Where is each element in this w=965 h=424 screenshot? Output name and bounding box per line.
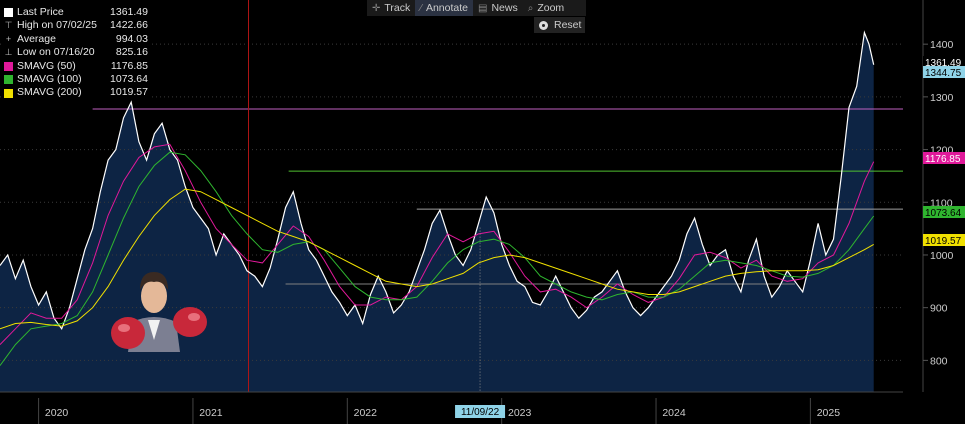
price-tag-1 [923, 66, 965, 78]
x-tick-label-4: 2024 [662, 407, 686, 419]
y-tick-label-2: 1000 [930, 250, 954, 262]
crosshair-icon: ✛ [372, 2, 381, 14]
last-price-swatch [4, 8, 13, 18]
reset-button[interactable]: Reset [534, 17, 585, 33]
x-tick-label-5: 2025 [817, 407, 841, 419]
legend-value: 1019.57 [110, 86, 148, 99]
boxer-sticker-image [111, 272, 207, 352]
y-tick-label-0: 800 [930, 355, 948, 367]
legend-row-average: + Average 994.03 [2, 33, 150, 46]
series-line-1 [0, 143, 875, 345]
news-label: News [491, 2, 518, 14]
price-tag-label-3: 1073.64 [925, 208, 962, 219]
pencil-icon: ⁄ [420, 2, 422, 14]
x-tick-label-3: 2023 [508, 407, 532, 419]
price-tag-label-2: 1176.85 [925, 154, 961, 165]
legend-label: Last Price [17, 6, 64, 18]
legend-value: 994.03 [115, 32, 148, 45]
legend-row-smavg-200: SMAVG (200) 1019.57 [2, 86, 150, 99]
legend-value: 1422.66 [110, 19, 148, 32]
chart-legend: Last Price 1361.49 ⊤ High on 07/02/25 14… [2, 6, 150, 100]
legend-label: SMAVG (100) [17, 73, 82, 86]
legend-value: 1176.85 [110, 59, 148, 72]
legend-value: 1361.49 [110, 6, 148, 18]
news-button[interactable]: ▤ News [473, 0, 523, 16]
legend-row-low: ⊥ Low on 07/16/20 825.16 [2, 46, 150, 59]
legend-label: Average [17, 32, 56, 45]
legend-value: 1073.64 [110, 73, 148, 86]
chart-toolbar: ✛ Track ⁄ Annotate ▤ News ⌕ Zoom [367, 0, 586, 16]
legend-row-smavg-100: SMAVG (100) 1073.64 [2, 73, 150, 86]
legend-label: SMAVG (50) [17, 59, 76, 72]
high-marker-icon: ⊤ [4, 20, 13, 31]
x-tick-label-0: 2020 [45, 407, 69, 419]
price-tag-3 [923, 206, 965, 218]
legend-label: Low on 07/16/20 [17, 46, 95, 59]
y-tick-label-1: 900 [930, 303, 948, 315]
track-label: Track [384, 2, 411, 14]
track-button[interactable]: ✛ Track [367, 0, 415, 16]
x-tick-label-2: 2022 [354, 407, 378, 419]
low-marker-icon: ⊥ [4, 47, 13, 58]
legend-label: High on 07/02/25 [17, 19, 97, 32]
average-marker-icon: + [5, 33, 12, 44]
annotate-label: Annotate [425, 2, 468, 14]
zoom-label: Zoom [537, 2, 565, 14]
price-area-fill [0, 32, 874, 392]
magnifier-icon: ⌕ [527, 2, 534, 14]
legend-label: SMAVG (200) [17, 86, 82, 99]
price-tag-label-1: 1344.75 [925, 68, 962, 79]
y-tick-label-6: 1400 [930, 39, 954, 51]
legend-row-last-price: Last Price 1361.49 [2, 6, 150, 19]
legend-row-smavg-50: SMAVG (50) 1176.85 [2, 60, 150, 73]
news-icon: ▤ [477, 2, 488, 14]
reset-icon [539, 20, 548, 30]
cursor-date-tag [455, 405, 506, 418]
annotate-button[interactable]: ⁄ Annotate [415, 0, 473, 16]
legend-value: 825.16 [115, 46, 148, 59]
x-tick-label-1: 2021 [199, 407, 223, 419]
series-line-0 [0, 30, 875, 331]
legend-row-high: ⊤ High on 07/02/25 1422.66 [2, 19, 150, 32]
smavg-200-swatch [4, 88, 13, 98]
smavg-100-swatch [4, 75, 13, 85]
reset-label: Reset [554, 19, 582, 31]
price-tag-label-0: 1361.49 [925, 58, 962, 69]
price-tag-4 [923, 234, 965, 246]
series-line-2 [0, 151, 875, 366]
price-tag-label-4: 1019.57 [925, 236, 962, 247]
y-tick-label-5: 1300 [930, 92, 954, 104]
price-tag-2 [923, 152, 965, 164]
cursor-date-label: 11/09/22 [461, 407, 500, 418]
price-tag-0 [923, 56, 965, 68]
series-line-3 [0, 188, 874, 330]
smavg-50-swatch [4, 61, 13, 71]
zoom-button[interactable]: ⌕ Zoom [523, 0, 569, 16]
